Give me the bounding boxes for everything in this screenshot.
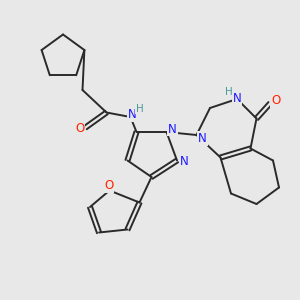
Text: H: H bbox=[225, 87, 233, 98]
Text: H: H bbox=[136, 103, 144, 114]
Text: O: O bbox=[104, 178, 113, 192]
Text: N: N bbox=[232, 92, 242, 106]
Text: N: N bbox=[168, 122, 177, 136]
Text: N: N bbox=[180, 155, 189, 169]
Text: N: N bbox=[198, 132, 207, 145]
Text: O: O bbox=[75, 122, 84, 136]
Text: O: O bbox=[272, 94, 280, 107]
Text: N: N bbox=[128, 108, 136, 121]
